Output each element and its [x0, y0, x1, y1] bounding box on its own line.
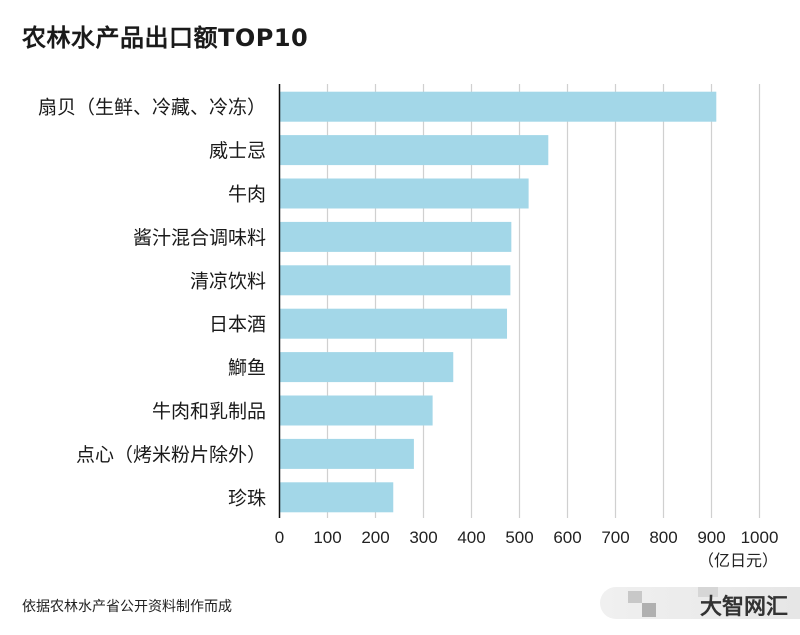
x-axis-unit-label: （亿日元）	[698, 551, 778, 570]
x-tick-label: 200	[361, 528, 389, 547]
bar-chart: 0 100 200 300 400 500 600 700 800 900 1000 扇贝（生鲜、冷藏…	[38, 84, 779, 570]
category-label: 扇贝（生鲜、冷藏、冷冻）	[38, 97, 266, 119]
x-tick-label: 100	[313, 528, 341, 547]
bar	[279, 221, 512, 252]
x-tick-label: 400	[457, 528, 485, 547]
category-label: 牛肉	[228, 184, 266, 206]
bar	[279, 178, 529, 209]
bar	[279, 265, 511, 296]
bar	[279, 135, 549, 166]
source-note: 依据农林水产省公开资料制作而成	[22, 599, 232, 615]
category-label: 鰤鱼	[228, 357, 266, 379]
x-tick-label: 600	[553, 528, 581, 547]
x-tick-label: 1000	[741, 528, 779, 547]
chart-title: 农林水产品出口额TOP10	[22, 24, 309, 52]
category-label: 酱汁混合调味料	[133, 227, 266, 249]
bar	[279, 395, 433, 426]
x-tick-label: 700	[601, 528, 629, 547]
category-label: 珍珠	[228, 487, 266, 509]
category-label: 清凉饮料	[190, 270, 266, 292]
watermark-text: 大智网汇	[699, 595, 788, 620]
bar	[279, 91, 717, 122]
x-tick-label: 300	[409, 528, 437, 547]
x-tick-label: 0	[275, 528, 284, 547]
x-tick-label: 800	[649, 528, 677, 547]
category-label: 牛肉和乳制品	[152, 401, 266, 423]
category-label: 威士忌	[209, 140, 266, 162]
bar	[279, 308, 508, 339]
category-label: 日本酒	[209, 314, 266, 336]
watermark: 大智网汇	[600, 587, 800, 620]
x-tick-label: 900	[697, 528, 725, 547]
bar	[279, 438, 414, 469]
x-tick-label: 500	[505, 528, 533, 547]
bar	[279, 352, 454, 383]
category-label: 点心（烤米粉片除外）	[76, 444, 266, 466]
bar	[279, 482, 394, 513]
